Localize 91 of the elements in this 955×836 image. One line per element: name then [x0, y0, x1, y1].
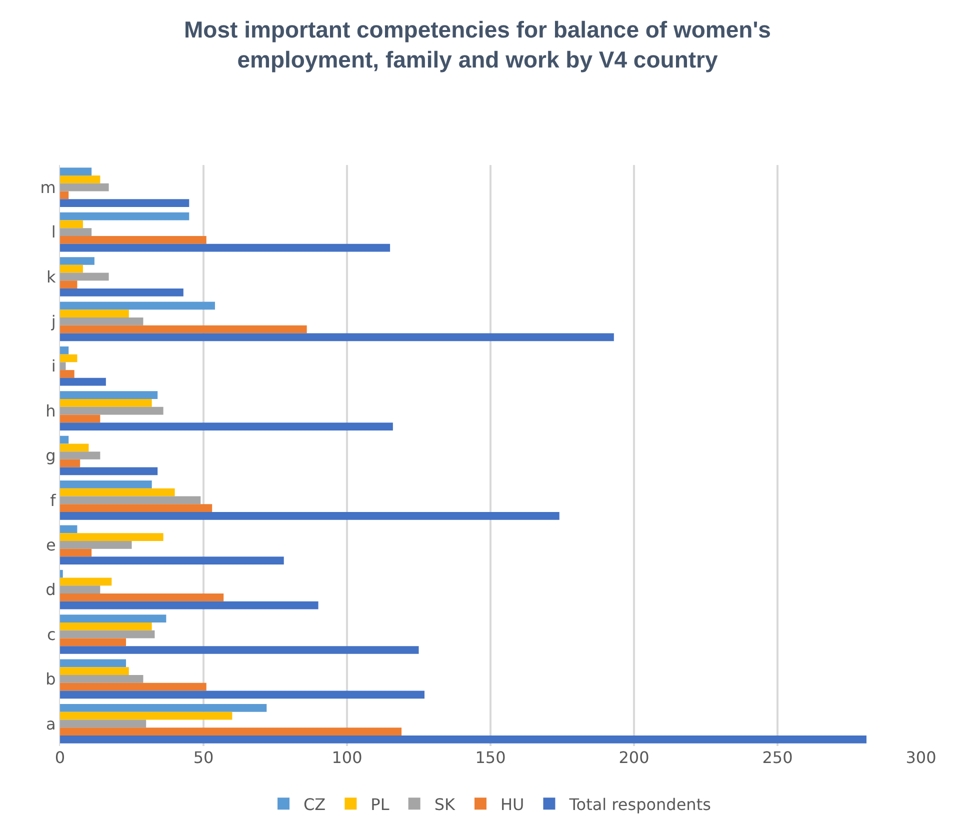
x-tick-label: 150 — [475, 748, 506, 767]
bar — [60, 512, 560, 520]
bar — [60, 720, 146, 728]
bar — [60, 399, 152, 407]
bar — [60, 540, 132, 549]
bar — [60, 570, 63, 578]
bar — [60, 556, 284, 565]
bar — [60, 362, 66, 370]
bar — [60, 354, 78, 362]
bar — [60, 288, 184, 296]
bar — [60, 667, 129, 676]
bar — [60, 244, 390, 252]
bar — [60, 444, 89, 452]
bar — [60, 228, 92, 236]
bar — [60, 317, 144, 326]
bar — [60, 333, 614, 342]
y-tick-label: k — [46, 267, 57, 286]
bar — [60, 690, 424, 699]
bar — [60, 272, 109, 281]
bar — [60, 220, 83, 228]
bar — [60, 488, 175, 496]
bar — [60, 199, 190, 208]
bar — [60, 302, 215, 310]
bar — [60, 659, 126, 668]
bar — [60, 735, 866, 744]
bar — [60, 586, 100, 594]
bar — [60, 236, 206, 244]
x-tick-label: 100 — [332, 748, 362, 767]
y-tick-label: e — [46, 535, 56, 554]
bar — [60, 414, 100, 423]
bar — [60, 614, 166, 622]
bar — [60, 622, 152, 630]
bar — [60, 452, 100, 460]
bar — [60, 406, 164, 415]
bar — [60, 675, 144, 683]
bar — [60, 630, 155, 638]
x-tick-label: 200 — [618, 748, 650, 767]
bar — [60, 436, 69, 444]
bar — [60, 325, 307, 334]
bar — [60, 264, 83, 273]
x-tick-label: 0 — [54, 748, 66, 767]
bar — [60, 176, 100, 184]
bar — [60, 525, 78, 534]
bar — [60, 391, 158, 400]
bar — [60, 459, 80, 468]
bar — [60, 548, 92, 557]
bar — [60, 183, 109, 192]
y-tick-label: g — [46, 446, 56, 466]
y-tick-label: m — [40, 178, 56, 197]
bar — [60, 257, 94, 265]
x-tick-label: 300 — [906, 748, 936, 767]
x-tick-label: 250 — [762, 748, 793, 767]
legend-label: HU — [500, 794, 524, 814]
bar — [60, 533, 164, 541]
x-tick-label: 50 — [193, 748, 214, 767]
bar — [60, 728, 402, 736]
bar — [60, 280, 78, 289]
bar — [60, 682, 206, 691]
bar — [60, 422, 393, 430]
legend-label: PL — [370, 794, 390, 814]
y-tick-label: b — [46, 670, 56, 689]
bar — [60, 346, 69, 354]
y-tick-label: a — [46, 714, 56, 734]
y-tick-label: l — [51, 222, 56, 242]
bar — [60, 212, 190, 220]
y-tick-label: j — [50, 312, 56, 332]
legend-label: SK — [434, 794, 456, 814]
bar — [60, 504, 212, 512]
bar — [60, 191, 69, 200]
bar — [60, 704, 267, 712]
bar — [60, 168, 92, 176]
bar — [60, 467, 158, 476]
bar — [60, 646, 419, 654]
y-tick-label: i — [51, 356, 56, 376]
y-tick-label: h — [46, 401, 56, 420]
bar — [60, 310, 129, 318]
legend-label: Total respondents — [568, 794, 711, 814]
y-tick-label: d — [46, 580, 56, 600]
bar — [60, 480, 152, 488]
bar — [60, 496, 201, 504]
chart-title: Most important competencies for balance of women's employment, family and work by V4 country — [184, 16, 771, 73]
bar — [60, 370, 74, 378]
bar — [60, 578, 112, 586]
bar — [60, 601, 318, 610]
bar — [60, 712, 232, 720]
bar — [60, 378, 106, 386]
bar — [60, 594, 224, 602]
legend-label: CZ — [304, 794, 326, 814]
y-tick-label: f — [50, 490, 56, 510]
bar — [60, 638, 126, 646]
y-tick-label: c — [47, 624, 56, 644]
